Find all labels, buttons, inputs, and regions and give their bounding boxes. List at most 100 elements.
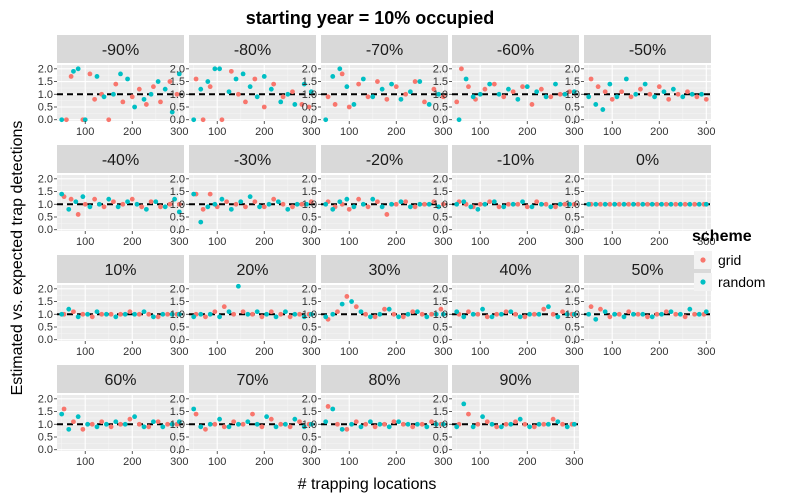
data-point-grid <box>391 311 397 317</box>
data-point-grid <box>252 199 258 205</box>
data-point-grid <box>193 411 199 417</box>
data-point-random <box>555 314 561 320</box>
data-point-grid <box>221 424 227 430</box>
data-point-random <box>461 401 467 407</box>
y-tick-label: 0.0 <box>170 444 185 456</box>
facet-label: -50% <box>629 42 666 59</box>
data-point-grid <box>299 201 305 207</box>
facet-label: -60% <box>497 42 534 59</box>
y-tick-label: 0.5 <box>38 102 53 114</box>
data-point-random <box>564 424 570 430</box>
x-tick-label: 200 <box>123 346 141 358</box>
facet-strip <box>57 365 184 393</box>
y-tick-label: 1.0 <box>302 199 317 211</box>
data-point-random <box>266 201 272 207</box>
data-point-random <box>602 309 608 315</box>
data-point-random <box>633 91 639 97</box>
y-tick-label: 0.0 <box>433 444 448 456</box>
y-tick-label: 2.0 <box>433 393 448 405</box>
x-tick-label: 100 <box>603 236 621 248</box>
data-point-random <box>245 311 251 317</box>
data-point-grid <box>365 94 371 100</box>
data-point-grid <box>562 201 568 207</box>
data-point-grid <box>543 201 549 207</box>
data-point-random <box>529 204 535 210</box>
data-point-random <box>205 204 211 210</box>
data-point-random <box>668 309 674 315</box>
panel-background <box>189 65 316 121</box>
data-point-grid <box>271 81 277 87</box>
data-point-random <box>75 314 81 320</box>
data-point-grid <box>513 419 518 425</box>
data-point-random <box>482 201 488 207</box>
data-point-random <box>520 199 525 205</box>
y-tick-label: 2.0 <box>302 173 317 185</box>
data-point-grid <box>459 66 464 72</box>
data-point-grid <box>335 309 340 315</box>
data-point-grid <box>99 419 105 425</box>
data-point-random <box>640 201 646 207</box>
facet-label: 90% <box>499 372 531 389</box>
data-point-grid <box>165 311 170 317</box>
data-point-random <box>292 102 298 107</box>
data-point-grid <box>148 199 154 205</box>
data-point-grid <box>550 416 556 422</box>
y-tick-label: 0.0 <box>565 224 580 236</box>
data-point-grid <box>120 201 126 207</box>
data-point-random <box>527 424 533 430</box>
data-point-grid <box>111 199 116 205</box>
data-point-grid <box>588 76 594 82</box>
data-point-random <box>489 421 495 427</box>
data-point-grid <box>482 86 488 92</box>
data-point-grid <box>598 201 603 207</box>
data-point-random <box>94 74 100 79</box>
data-point-random <box>254 309 260 315</box>
data-point-random <box>207 421 213 427</box>
y-tick-label: 1.0 <box>38 89 53 101</box>
data-point-grid <box>607 314 613 320</box>
x-tick-label: 300 <box>565 346 583 358</box>
y-tick-label: 1.5 <box>170 186 185 198</box>
facet-label: 70% <box>236 372 268 389</box>
data-point-random <box>75 414 81 420</box>
x-tick-label: 200 <box>518 456 536 468</box>
data-point-random <box>94 424 100 430</box>
x-tick-label: 100 <box>208 346 226 358</box>
data-point-random <box>546 421 551 427</box>
data-point-random <box>212 66 218 72</box>
y-tick-label: 0.5 <box>38 322 53 334</box>
data-point-grid <box>261 204 267 210</box>
data-point-grid <box>694 94 700 100</box>
data-point-grid <box>278 311 284 317</box>
data-point-random <box>630 201 636 207</box>
data-point-grid <box>484 314 490 320</box>
y-tick-label: 1.5 <box>433 406 448 418</box>
data-point-random <box>571 421 577 427</box>
data-point-random <box>703 201 709 207</box>
data-point-grid <box>287 314 293 320</box>
data-point-random <box>264 311 270 317</box>
data-point-random <box>198 219 204 225</box>
data-point-random <box>538 201 544 207</box>
data-point-random <box>498 424 504 430</box>
data-point-random <box>424 314 430 320</box>
x-tick-label: 200 <box>518 346 536 358</box>
data-point-random <box>524 84 530 90</box>
data-point-random <box>337 66 343 72</box>
data-point-grid <box>231 419 237 425</box>
data-point-grid <box>325 404 331 409</box>
data-point-grid <box>287 424 293 430</box>
data-point-grid <box>221 304 227 310</box>
data-point-random <box>370 94 376 100</box>
y-tick-label: 1.0 <box>170 309 185 321</box>
data-point-random <box>160 311 166 317</box>
data-point-random <box>141 96 147 102</box>
data-point-random <box>699 91 704 97</box>
x-tick-label: 100 <box>603 126 621 138</box>
data-point-random <box>433 311 439 317</box>
y-tick-label: 2.0 <box>302 63 317 75</box>
data-point-random <box>254 94 260 100</box>
